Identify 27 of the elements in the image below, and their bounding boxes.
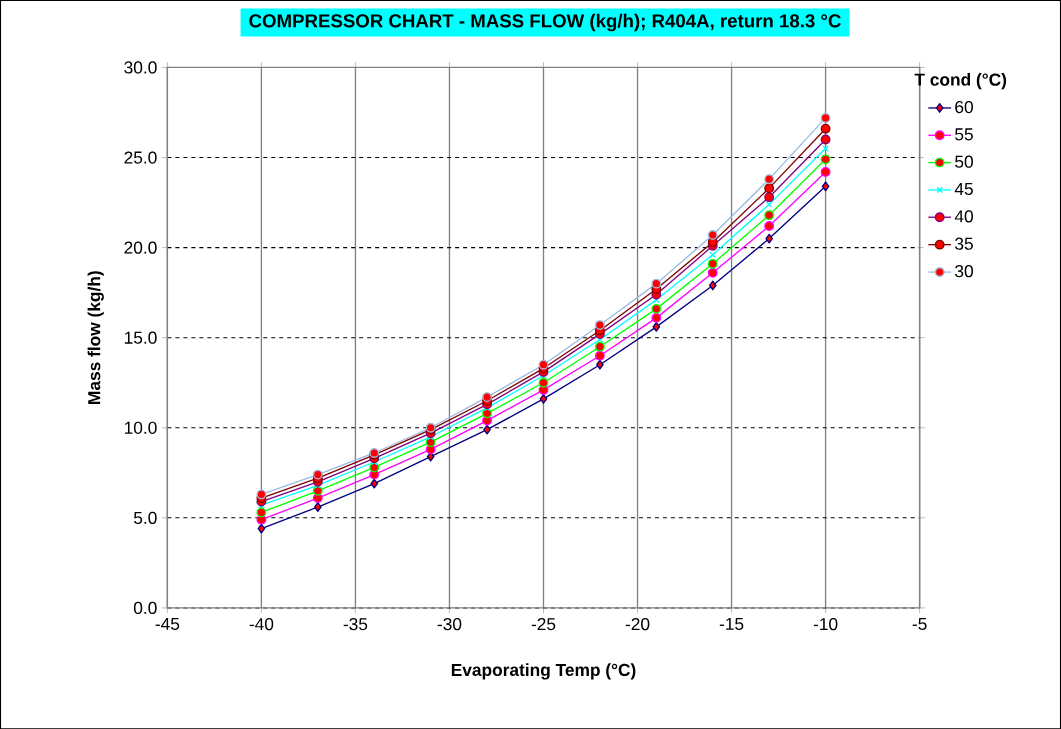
- legend-label: 30: [955, 264, 973, 278]
- y-tick-label: 20.0: [124, 241, 157, 254]
- x-tick-label: -5: [912, 617, 927, 630]
- y-tick-label: 5.0: [133, 511, 157, 524]
- x-tick-label: -30: [437, 617, 462, 631]
- legend-title: T cond (°C): [914, 72, 1007, 90]
- x-tick-label: -20: [625, 617, 650, 631]
- x-tick-label: -35: [343, 617, 368, 631]
- chart-title: COMPRESSOR CHART - MASS FLOW (kg/h); R404A, return 18.3 °C: [249, 13, 841, 32]
- legend-label: 40: [954, 210, 973, 223]
- x-tick-label: -25: [531, 617, 556, 631]
- y-tick-label: 0.0: [133, 601, 157, 614]
- x-tick-label: -45: [155, 617, 180, 630]
- x-axis-title: Evaporating Temp (°C): [451, 663, 636, 680]
- legend-label: 50: [955, 155, 973, 168]
- y-tick-label: 25.0: [124, 151, 157, 164]
- x-tick-label: -15: [719, 617, 744, 630]
- y-tick-label: 10.0: [124, 421, 157, 434]
- legend-label: 55: [955, 128, 973, 141]
- legend-label: 35: [955, 237, 973, 250]
- x-tick-label: -10: [813, 617, 838, 631]
- y-tick-label: 30.0: [124, 61, 157, 74]
- y-axis-title: Mass flow (kg/h): [87, 271, 104, 404]
- legend-label: 60: [955, 100, 973, 114]
- legend-label: 45: [954, 182, 973, 195]
- x-tick-label: -40: [249, 617, 274, 631]
- y-tick-label: 15.0: [124, 331, 157, 344]
